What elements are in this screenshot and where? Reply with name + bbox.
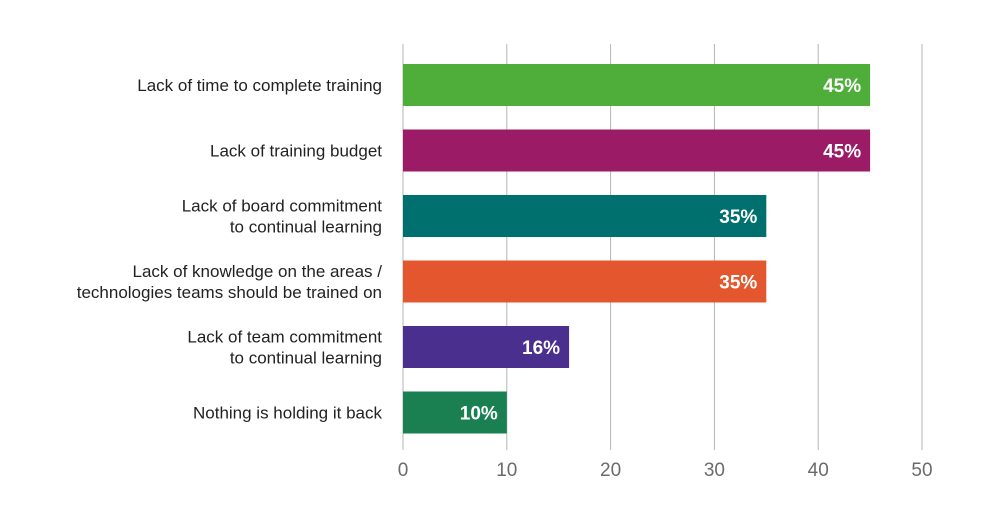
bar (403, 326, 570, 368)
category-label: to continual learning (230, 218, 382, 237)
data-label: 35% (719, 207, 757, 228)
x-axis-ticks: 0 10 20 30 40 50 (398, 460, 933, 481)
category-label: Nothing is holding it back (193, 404, 383, 423)
x-tick-label: 20 (600, 460, 621, 481)
category-labels: Lack of time to complete training Lack of… (77, 76, 383, 423)
bar (403, 195, 767, 237)
category-label: technologies teams should be trained on (77, 283, 382, 302)
data-label: 16% (522, 338, 560, 359)
bars (403, 64, 871, 434)
bar (403, 260, 767, 303)
category-label: to continual learning (230, 349, 382, 368)
x-tick-label: 10 (496, 460, 517, 481)
gridlines (402, 44, 923, 450)
data-labels: 45% 45% 35% 35% 16% 10% (460, 76, 861, 425)
category-label: Lack of knowledge on the areas / (133, 262, 383, 281)
data-label: 45% (823, 76, 861, 97)
x-tick-label: 50 (911, 460, 932, 481)
bar (403, 64, 871, 106)
bar (403, 391, 507, 434)
bar (403, 129, 871, 172)
category-label: Lack of training budget (210, 142, 382, 161)
data-label: 10% (460, 404, 498, 425)
x-tick-label: 40 (808, 460, 829, 481)
data-label: 35% (719, 273, 757, 294)
category-label: Lack of time to complete training (137, 76, 382, 95)
data-label: 45% (823, 142, 861, 163)
x-tick-label: 0 (398, 460, 409, 481)
category-label: Lack of board commitment (182, 197, 383, 216)
category-label: Lack of team commitment (187, 328, 382, 347)
x-tick-label: 30 (704, 460, 725, 481)
